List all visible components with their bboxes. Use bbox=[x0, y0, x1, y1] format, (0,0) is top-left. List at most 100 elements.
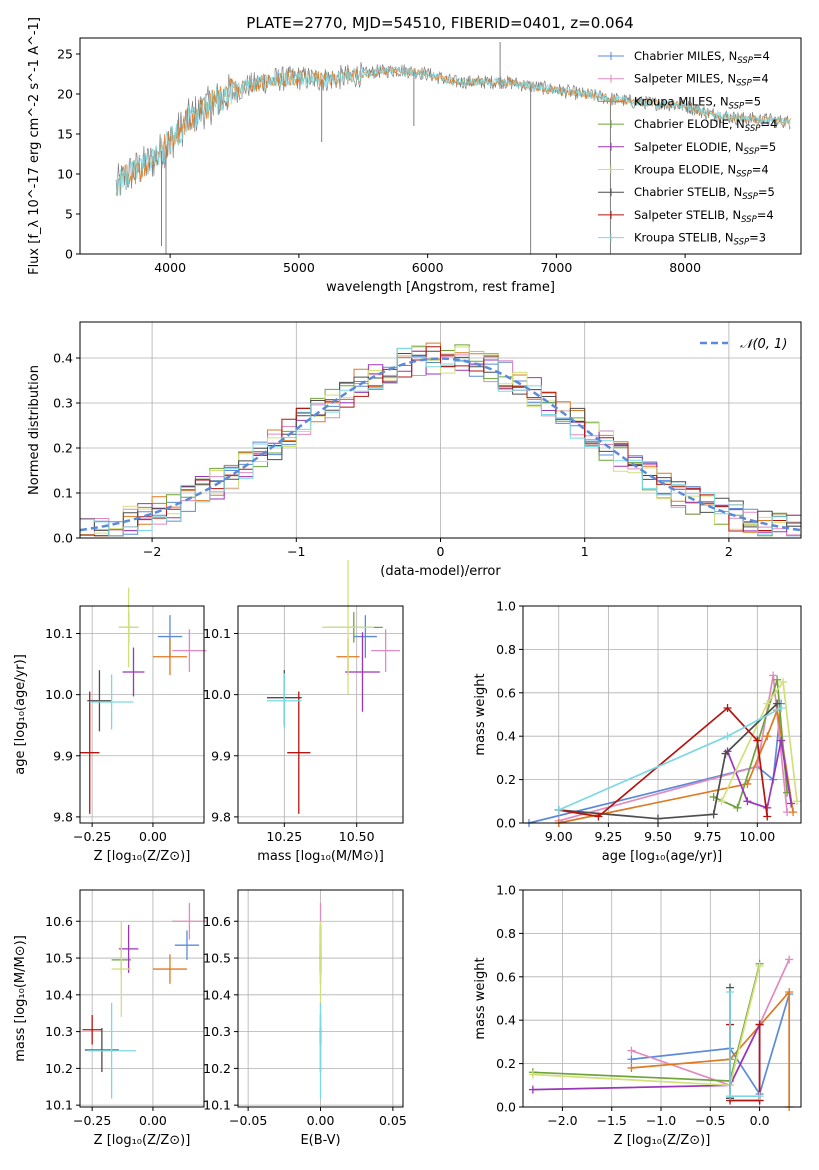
weight_vs_Z-marker-kroupa_elodie bbox=[755, 961, 764, 970]
weight_vs_age-marker-salpeter_stelib bbox=[753, 736, 762, 745]
mass_vs_Z-ytick-label: 10.6 bbox=[45, 914, 73, 929]
weight_vs_age-marker-salpeter_stelib bbox=[594, 812, 603, 821]
mass_vs_ebv-xtick-label: −0.05 bbox=[229, 1113, 267, 1128]
legend-label: Kroupa MILES, NSSP=5 bbox=[634, 94, 761, 111]
residuals-ytick-label: 0.2 bbox=[53, 441, 73, 456]
age_vs_Z-ylabel: age [log₁₀(age/yr)] bbox=[13, 654, 28, 775]
age_vs_Z-ytick-label: 10.1 bbox=[45, 626, 73, 641]
mass_vs_Z-grid bbox=[80, 890, 204, 1107]
age_vs_mass-ytick-label: 10.0 bbox=[203, 687, 231, 702]
spectrum-xtick-label: 7000 bbox=[540, 260, 572, 275]
weight_vs_Z-ylabel: mass weight bbox=[473, 957, 488, 1039]
spectrum-ytick-label: 15 bbox=[57, 127, 73, 142]
weight_vs_age-marker-chabrier_stelib bbox=[654, 814, 663, 823]
weight_vs_age-marker-kroupa_elodie bbox=[793, 797, 802, 806]
weight_vs_age-xtick-label: 9.25 bbox=[594, 829, 622, 844]
weight_vs_Z-xtick-label: 0.0 bbox=[750, 1113, 770, 1128]
age_vs_Z-grid bbox=[80, 606, 204, 823]
residuals-xlabel: (data-model)/error bbox=[380, 564, 501, 579]
mass_vs_ebv-ytick-label: 10.2 bbox=[203, 1061, 231, 1076]
weight_vs_age-marker-kroupa_miles bbox=[789, 808, 798, 817]
weight_vs_Z-ytick-label: 0.8 bbox=[496, 926, 516, 941]
weight_vs_age-marker-kroupa_stelib bbox=[777, 703, 786, 712]
weight_vs_age-marker-kroupa_stelib bbox=[554, 805, 563, 814]
legend-label: Salpeter MILES, NSSP=4 bbox=[634, 72, 769, 89]
residuals-ytick-label: 0.0 bbox=[53, 531, 73, 546]
age_vs_mass-axes-frame bbox=[237, 605, 404, 824]
weight_vs_age-ytick-label: 0.8 bbox=[496, 642, 516, 657]
legend-label: Kroupa ELODIE, NSSP=4 bbox=[634, 163, 769, 180]
weight_vs_Z-marker-kroupa_elodie bbox=[528, 1070, 537, 1079]
residual-histogram-kroupa_stelib bbox=[80, 348, 801, 537]
weight_vs_age-series-chabrier_miles bbox=[528, 703, 782, 824]
residuals-ytick-label: 0.4 bbox=[53, 351, 73, 366]
age_vs_Z-ytick-label: 9.8 bbox=[53, 809, 73, 824]
age_vs_mass-grid bbox=[238, 606, 403, 823]
mass_vs_Z-ylabel: mass [log₁₀(M/M⊙)] bbox=[13, 935, 28, 1062]
weight_vs_age-ytick-label: 0.2 bbox=[496, 772, 516, 787]
mass_vs_ebv-axes-frame bbox=[237, 889, 404, 1108]
legend-label: Salpeter ELODIE, NSSP=5 bbox=[634, 140, 776, 157]
mass_vs_Z-xtick-label: 0.00 bbox=[139, 1113, 167, 1128]
mass_vs_Z-ytick-label: 10.5 bbox=[45, 951, 73, 966]
weight_vs_Z-panel: −2.0 −1.5 −1.0 −0.5 0.0 0.0 0.2 0.4 0.6 0.8 1.0 Z [… bbox=[473, 883, 802, 1148]
mass_vs_ebv-xtick-label: 0.00 bbox=[307, 1113, 335, 1128]
figure-title: PLATE=2770, MJD=54510, FIBERID=0401, z=0… bbox=[246, 14, 633, 32]
gaussian-curve bbox=[79, 357, 802, 532]
age_vs_mass-xlabel: mass [log₁₀(M/M⊙)] bbox=[257, 849, 384, 864]
mass_vs_ebv-ytick-label: 10.4 bbox=[203, 987, 231, 1002]
legend-label: Kroupa STELIB, NSSP=3 bbox=[634, 231, 766, 248]
weight_vs_Z-marker-kroupa_miles bbox=[627, 1063, 636, 1072]
residuals-ytick-label: 0.3 bbox=[53, 396, 73, 411]
age_vs_Z-panel: −0.25 0.00 9.8 9.9 10.0 10.1 Z [log₁₀(Z/Z⊙)] ag… bbox=[13, 587, 207, 864]
spectrum-ytick-label: 20 bbox=[57, 87, 73, 102]
weight_vs_Z-marker-salpeter_stelib bbox=[755, 1020, 764, 1029]
residuals-ylabel: Normed distribution bbox=[27, 365, 42, 495]
mass_vs_Z-ytick-label: 10.1 bbox=[45, 1098, 73, 1113]
weight_vs_age-marker-kroupa_elodie bbox=[717, 797, 726, 806]
spectrum-xtick-label: 4000 bbox=[154, 260, 186, 275]
weight_vs_Z-ytick-label: 1.0 bbox=[496, 883, 516, 898]
mass_vs_ebv-ytick-label: 10.1 bbox=[203, 1098, 231, 1113]
weight_vs_Z-ytick-label: 0.2 bbox=[496, 1056, 516, 1071]
weight_vs_Z-ytick-label: 0.0 bbox=[496, 1100, 516, 1115]
mass_vs_ebv-ytick-label: 10.6 bbox=[203, 914, 231, 929]
age_vs_Z-xlabel: Z [log₁₀(Z/Z⊙)] bbox=[94, 849, 191, 864]
weight_vs_age-marker-chabrier_stelib bbox=[773, 699, 782, 708]
spectrum-legend: Chabrier MILES, NSSP=4 Salpeter MILES, NS… bbox=[598, 49, 777, 248]
spectrum-ylabel: Flux [f_λ 10^-17 erg cm^-2 s^-1 A^-1] bbox=[27, 17, 42, 275]
weight_vs_age-marker-chabrier_elodie bbox=[733, 803, 742, 812]
weight_vs_age-marker-kroupa_elodie bbox=[763, 699, 772, 708]
residuals-xtick-label: −2 bbox=[143, 544, 161, 559]
weight_vs_age-xtick-label: 9.75 bbox=[694, 829, 722, 844]
weight_vs_Z-xtick-label: −2.0 bbox=[547, 1113, 577, 1128]
mass_vs_Z-panel: −0.25 0.00 10.1 10.2 10.3 10.4 10.5 10.6 Z [log₁… bbox=[13, 889, 207, 1148]
age_vs_Z-ytick-label: 10.0 bbox=[45, 687, 73, 702]
mass_vs_ebv-ytick-label: 10.5 bbox=[203, 951, 231, 966]
weight_vs_age-marker-salpeter_stelib bbox=[763, 812, 772, 821]
spectrum-ytick-label: 5 bbox=[65, 207, 73, 222]
residuals-axes-frame bbox=[79, 321, 802, 539]
weight_vs_Z-marker-kroupa_stelib bbox=[726, 1092, 735, 1101]
weight_vs_age-series-salpeter_stelib bbox=[558, 706, 769, 818]
spectrum-panel: 4000 5000 6000 7000 8000 0 5 10 15 20 25 wavelength… bbox=[27, 17, 802, 295]
residuals-xtick-label: 0 bbox=[437, 544, 445, 559]
weight_vs_age-marker-chabrier_stelib bbox=[721, 749, 730, 758]
spectrum-xtick-label: 8000 bbox=[669, 260, 701, 275]
mass_vs_Z-xlabel: Z [log₁₀(Z/Z⊙)] bbox=[94, 1133, 191, 1148]
weight_vs_age-marker-kroupa_elodie bbox=[779, 677, 788, 686]
weight_vs_age-marker-chabrier_stelib bbox=[709, 810, 718, 819]
mass_vs_Z-axes-frame bbox=[79, 889, 205, 1108]
weight_vs_Z-ytick-label: 0.4 bbox=[496, 1013, 516, 1028]
spectrum-xtick-label: 6000 bbox=[412, 260, 444, 275]
age_vs_mass-ytick-label: 9.8 bbox=[211, 809, 231, 824]
weight_vs_Z-xlabel: Z [log₁₀(Z/Z⊙)] bbox=[614, 1133, 711, 1148]
weight_vs_age-marker-kroupa_stelib bbox=[723, 732, 732, 741]
residuals-xtick-label: 2 bbox=[725, 544, 733, 559]
weight_vs_age-marker-chabrier_elodie bbox=[773, 675, 782, 684]
age_vs_Z-axes-frame bbox=[79, 605, 205, 824]
age_vs_mass-ytick-label: 10.1 bbox=[203, 626, 231, 641]
weight_vs_age-panel: 9.00 9.25 9.50 9.75 10.00 0.0 0.2 0.4 0.6 0.8 1.0 a… bbox=[473, 599, 802, 864]
weight_vs_Z-marker-salpeter_miles bbox=[627, 1046, 636, 1055]
